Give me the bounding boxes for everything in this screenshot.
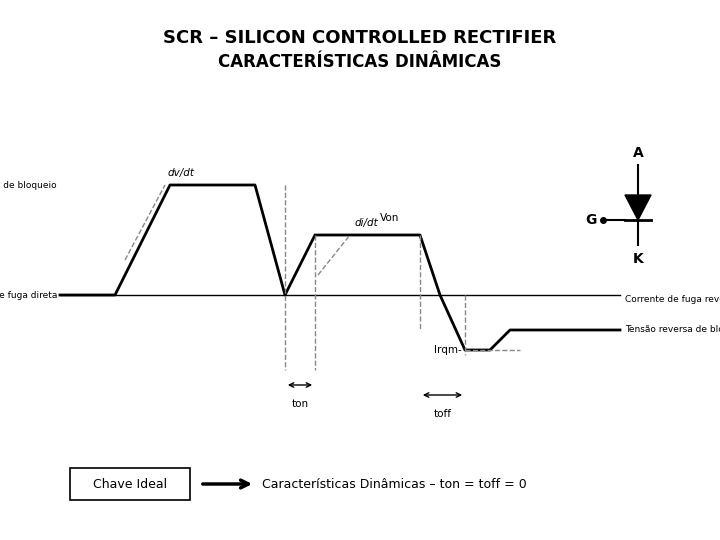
Polygon shape bbox=[625, 195, 651, 220]
Bar bbox=[70, 468, 190, 500]
Text: A: A bbox=[633, 146, 644, 160]
Text: Chave Ideal: Chave Ideal bbox=[93, 477, 167, 490]
Text: Corrente de fuga reversa: Corrente de fuga reversa bbox=[625, 295, 720, 305]
Text: ton: ton bbox=[292, 399, 309, 409]
Text: dv/dt: dv/dt bbox=[168, 168, 195, 178]
Text: Von: Von bbox=[380, 213, 400, 223]
Text: CARACTERÍSTICAS DINÂMICAS: CARACTERÍSTICAS DINÂMICAS bbox=[218, 53, 502, 71]
Text: Características Dinâmicas – ton = toff = 0: Características Dinâmicas – ton = toff =… bbox=[262, 477, 527, 490]
Text: Irqm-: Irqm- bbox=[434, 345, 462, 355]
Text: toff: toff bbox=[433, 409, 451, 419]
Text: Tensão reversa de bloqueio: Tensão reversa de bloqueio bbox=[625, 326, 720, 334]
Text: G: G bbox=[585, 213, 597, 227]
Text: K: K bbox=[633, 252, 644, 266]
Text: Tensão direta de bloqueio: Tensão direta de bloqueio bbox=[0, 180, 57, 190]
Text: Corrente de fuga direta: Corrente de fuga direta bbox=[0, 291, 57, 300]
Text: di/dt: di/dt bbox=[355, 218, 379, 228]
Text: SCR – SILICON CONTROLLED RECTIFIER: SCR – SILICON CONTROLLED RECTIFIER bbox=[163, 29, 557, 47]
